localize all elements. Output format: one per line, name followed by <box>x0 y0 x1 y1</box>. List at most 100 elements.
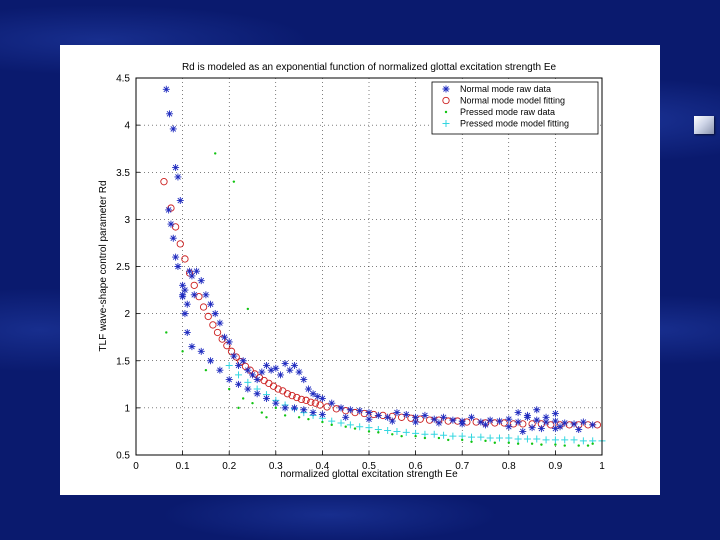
data-point <box>290 361 298 369</box>
data-point <box>181 286 189 294</box>
data-point <box>297 416 301 419</box>
data-point <box>514 435 522 443</box>
data-point <box>281 360 289 368</box>
data-point <box>412 418 420 426</box>
data-point <box>346 421 354 429</box>
data-point <box>230 352 238 360</box>
data-point <box>265 416 268 419</box>
data-point <box>579 418 587 426</box>
data-point <box>533 435 541 443</box>
data-point <box>430 415 438 423</box>
data-point <box>337 419 345 427</box>
data-point <box>356 423 364 431</box>
data-point <box>523 411 531 419</box>
data-point <box>235 380 243 388</box>
data-point <box>179 291 187 299</box>
data-point <box>586 444 590 447</box>
data-point <box>579 437 587 445</box>
data-point <box>199 303 208 311</box>
data-point <box>272 364 280 372</box>
y-tick-label: 3.5 <box>116 168 130 179</box>
data-point <box>249 371 256 379</box>
data-point <box>477 433 485 441</box>
data-point <box>225 376 233 384</box>
y-tick-label: 1.5 <box>116 356 130 367</box>
data-point <box>528 424 536 432</box>
data-point <box>356 407 364 415</box>
data-point <box>290 404 298 412</box>
data-point <box>235 361 243 369</box>
data-point <box>470 440 473 444</box>
data-point <box>516 442 520 445</box>
data-point <box>414 434 417 438</box>
x-tick-label: 0.1 <box>176 461 190 472</box>
data-point <box>514 409 522 417</box>
data-point <box>542 418 550 426</box>
y-tick-label: 4 <box>124 121 130 132</box>
data-point <box>225 361 233 369</box>
data-point <box>211 310 219 318</box>
legend-entry: Pressed mode raw data <box>460 107 555 117</box>
y-tick-label: 1 <box>124 403 130 414</box>
data-point <box>283 390 292 398</box>
data-point <box>477 418 485 426</box>
data-point <box>461 438 464 442</box>
legend-marker <box>442 96 450 105</box>
data-point <box>286 366 294 374</box>
x-tick-label: 1 <box>599 461 605 472</box>
data-point <box>188 272 196 280</box>
data-point <box>342 413 350 421</box>
data-point <box>307 398 315 406</box>
x-tick-label: 0.7 <box>455 461 469 472</box>
data-point <box>183 300 191 308</box>
data-point <box>402 410 410 418</box>
data-point <box>530 442 534 445</box>
data-point <box>449 432 457 440</box>
data-point <box>330 423 333 427</box>
data-point <box>267 366 275 374</box>
data-point <box>174 173 182 181</box>
data-point <box>262 394 270 402</box>
series-layer <box>160 85 606 447</box>
data-point <box>519 427 527 435</box>
data-point <box>577 444 580 447</box>
data-point <box>507 441 510 444</box>
data-point <box>207 300 215 308</box>
data-point <box>300 376 308 384</box>
data-point <box>591 442 594 445</box>
data-point <box>486 434 494 442</box>
data-point <box>309 409 317 417</box>
data-point <box>367 430 371 433</box>
data-point <box>505 415 513 423</box>
data-point <box>314 393 322 401</box>
y-tick-label: 3 <box>124 215 130 226</box>
data-point <box>316 401 324 409</box>
x-tick-label: 0.2 <box>222 461 236 472</box>
data-point <box>190 291 198 299</box>
data-point <box>181 310 189 318</box>
data-point <box>209 321 217 329</box>
bullet-square-icon <box>694 116 714 134</box>
data-point <box>321 420 324 424</box>
data-point <box>400 434 403 438</box>
legend-box <box>431 81 599 135</box>
x-tick-label: 0.6 <box>409 461 423 472</box>
data-point <box>344 425 347 428</box>
data-point <box>311 399 320 407</box>
data-point <box>283 414 287 417</box>
y-axis-label: TLF wave-shape control parameter Rd <box>98 180 109 351</box>
data-point <box>204 368 208 372</box>
data-point <box>227 347 236 355</box>
data-point <box>281 404 289 412</box>
data-point <box>458 432 466 440</box>
data-point <box>237 406 240 410</box>
data-point <box>165 206 173 214</box>
data-point <box>188 343 196 351</box>
data-point <box>393 409 401 417</box>
data-point <box>171 223 180 231</box>
legend-marker <box>444 110 448 114</box>
data-point <box>468 433 476 441</box>
x-tick-label: 0.8 <box>502 461 516 472</box>
data-point <box>251 401 254 405</box>
data-point <box>216 319 224 327</box>
